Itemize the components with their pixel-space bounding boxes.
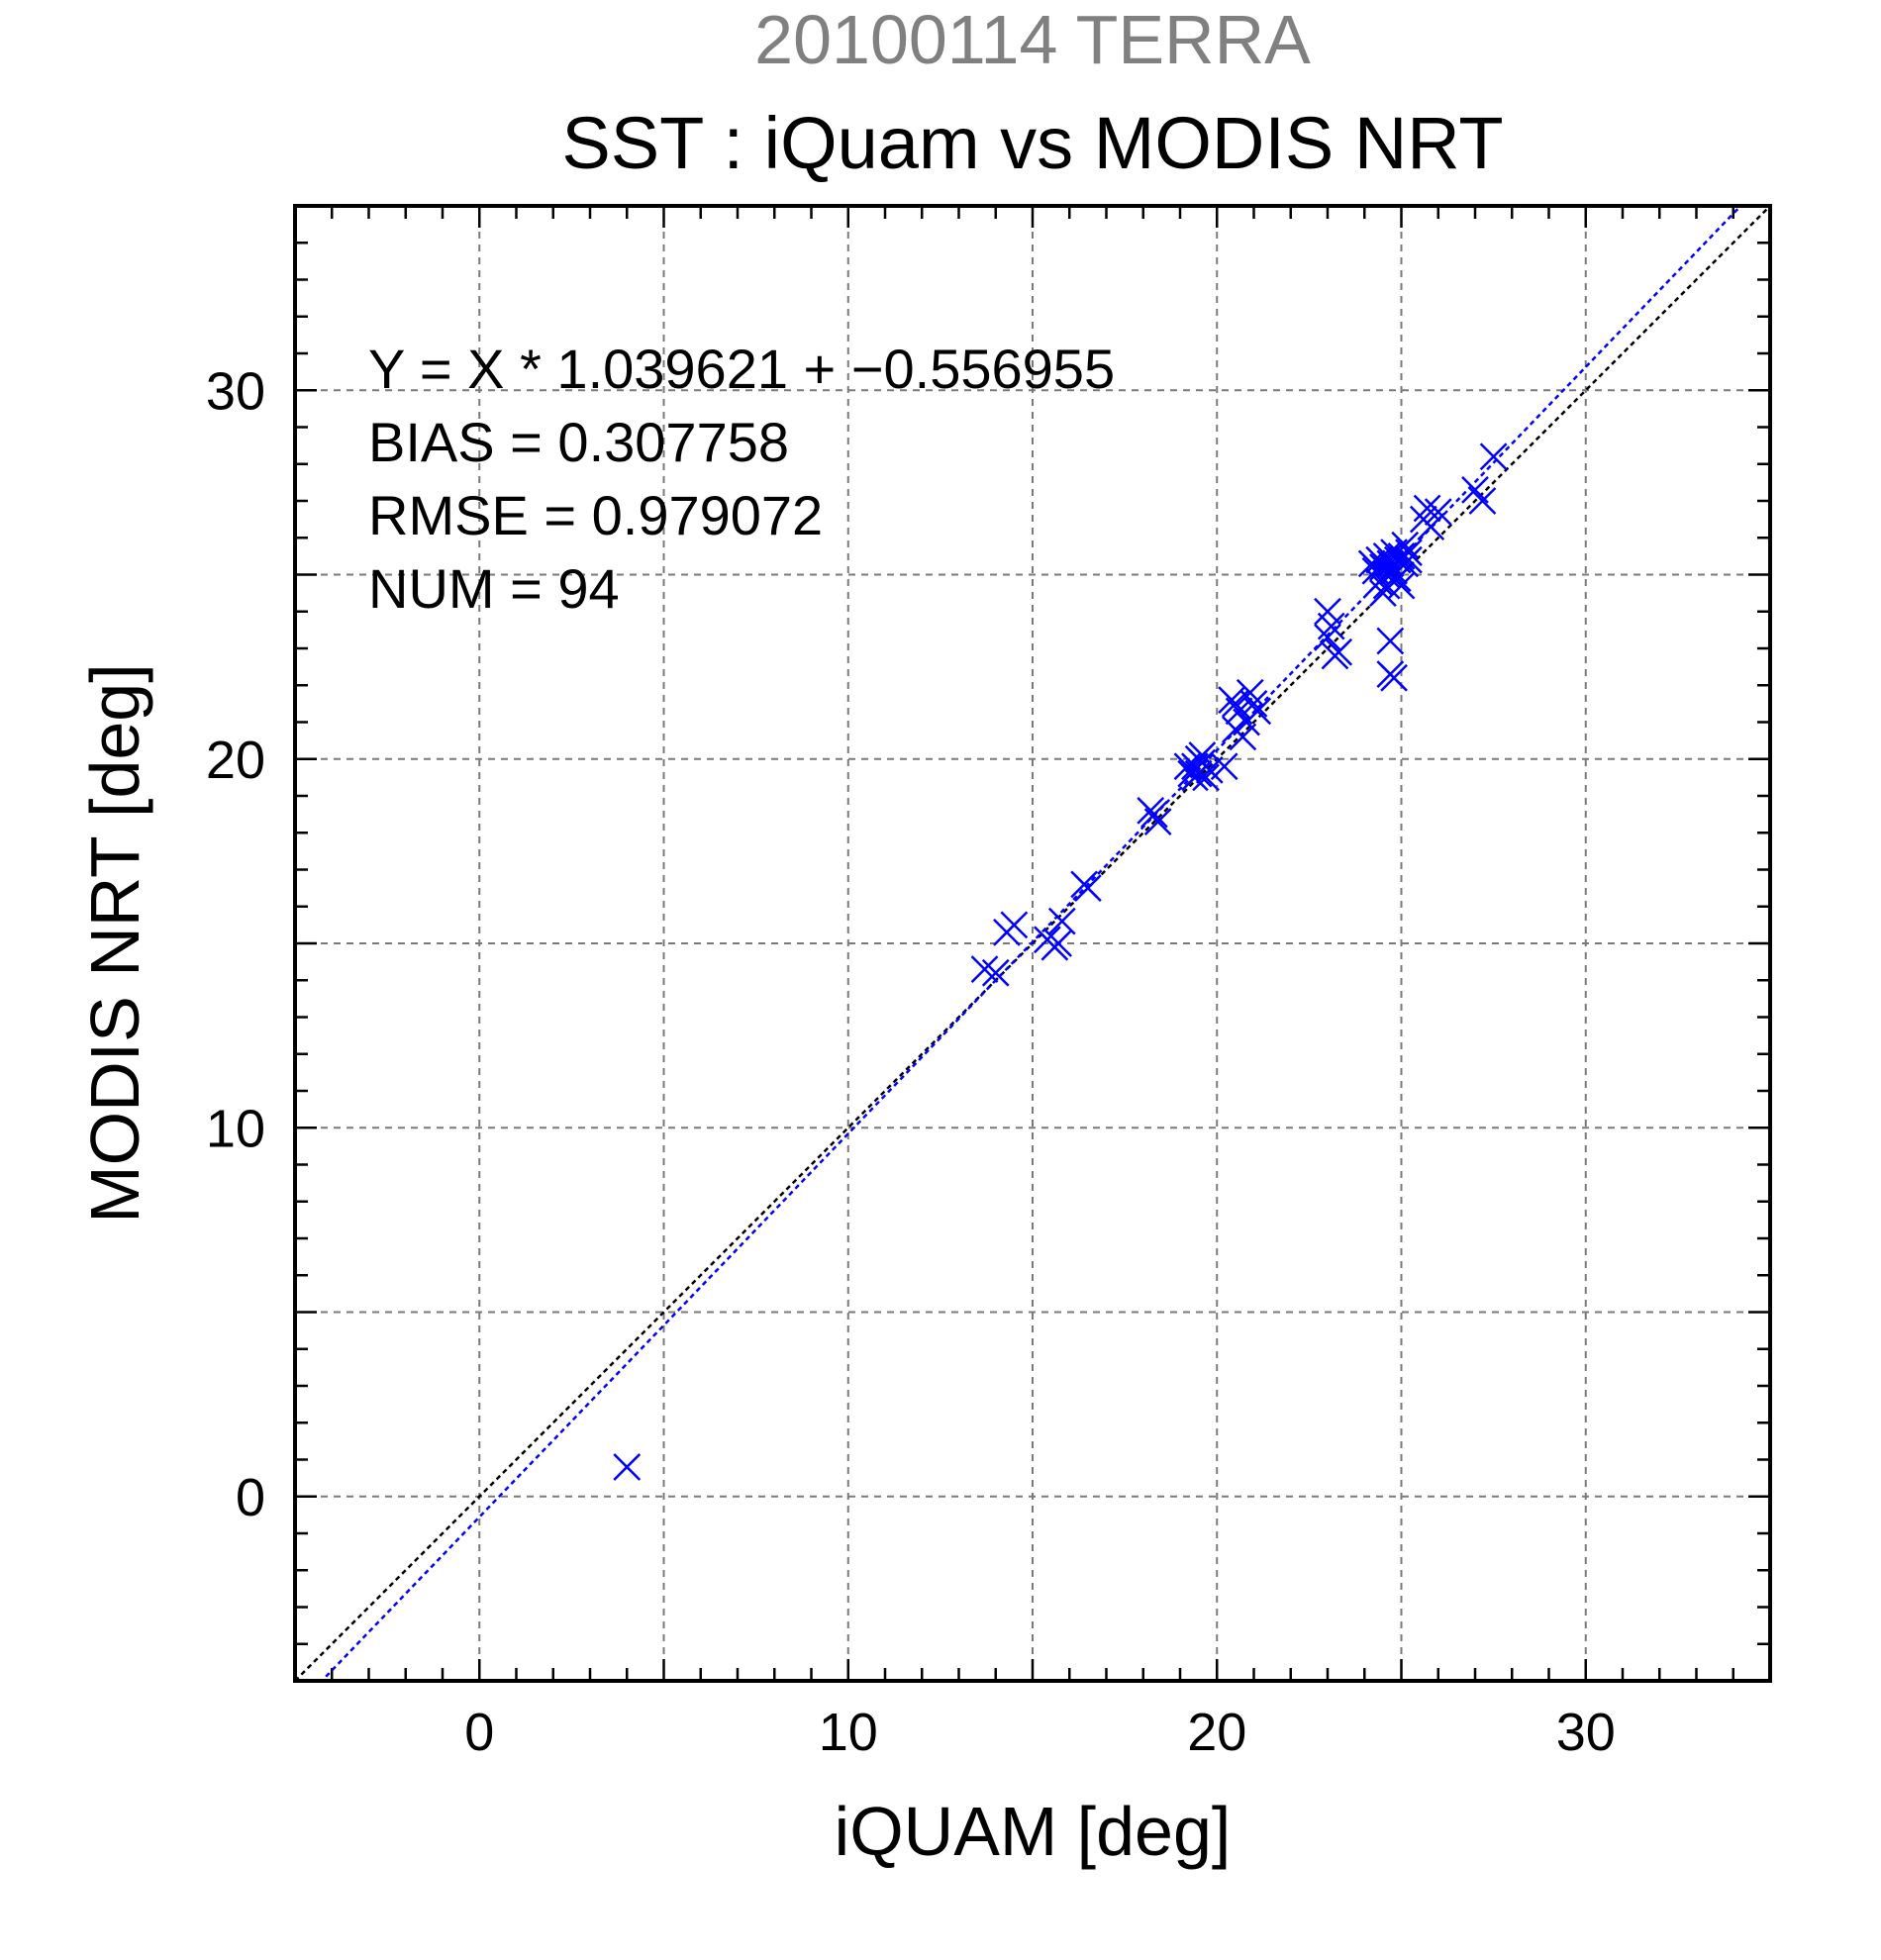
data-point [1387, 571, 1416, 600]
y-tick-label: 10 [206, 1099, 265, 1158]
x-tick-label: 30 [1556, 1703, 1616, 1762]
y-axis-label: MODIS NRT [deg] [76, 663, 153, 1223]
stats-bias: BIAS = 0.307758 [368, 411, 789, 473]
data-point [1047, 907, 1076, 935]
x-tick-labels: 0 10 20 30 [464, 1703, 1616, 1762]
data-point [1395, 539, 1423, 567]
data-point [1317, 612, 1345, 640]
data-point [1210, 752, 1238, 781]
chart-date-title: 20100114 TERRA [754, 1, 1311, 78]
y-tick-label: 0 [236, 1468, 265, 1527]
data-point [1413, 494, 1441, 523]
data-point [1140, 800, 1168, 829]
stats-box: Y = X * 1.039621 + −0.556955 BIAS = 0.30… [368, 338, 1115, 620]
data-point [1073, 874, 1102, 903]
data-point [1387, 541, 1416, 570]
x-tick-label: 10 [819, 1703, 878, 1762]
data-point [1468, 487, 1497, 515]
data-point [1372, 560, 1401, 589]
data-point [970, 955, 999, 983]
regression-fit-line [320, 206, 1743, 1681]
stats-rmse: RMSE = 0.979072 [368, 484, 823, 546]
y-tick-label: 30 [206, 361, 265, 421]
data-point [1383, 564, 1412, 593]
data-points [613, 442, 1508, 1481]
data-point [1000, 911, 1029, 939]
data-point [1376, 627, 1405, 655]
y-tick-label: 20 [206, 731, 265, 790]
data-point [1243, 697, 1272, 726]
x-tick-label: 0 [464, 1703, 494, 1762]
x-tick-label: 20 [1187, 1703, 1246, 1762]
fit-lines [295, 206, 1770, 1681]
stats-fit-equation: Y = X * 1.039621 + −0.556955 [368, 338, 1115, 400]
data-point [1181, 763, 1209, 792]
data-point [1380, 663, 1408, 692]
data-point [1325, 637, 1353, 666]
data-point [1424, 498, 1452, 527]
x-axis-label: iQUAM [deg] [835, 1793, 1232, 1870]
data-point [1044, 930, 1072, 957]
data-point [1395, 545, 1423, 574]
data-point [1143, 808, 1172, 835]
plot-frame [293, 204, 1772, 1683]
y-tick-labels: 0 10 20 30 [206, 361, 265, 1527]
data-point [1192, 763, 1220, 792]
data-point [1188, 741, 1217, 769]
data-point [1236, 678, 1264, 707]
stats-num: NUM = 94 [368, 557, 620, 620]
grid-lines [295, 206, 1770, 1681]
data-point [1479, 442, 1508, 471]
chart-title: SST : iQuam vs MODIS NRT [561, 102, 1503, 184]
data-point [613, 1453, 642, 1481]
data-point [1417, 513, 1445, 540]
data-point [1314, 623, 1341, 651]
data-point [1239, 689, 1268, 718]
data-point [981, 958, 1010, 987]
